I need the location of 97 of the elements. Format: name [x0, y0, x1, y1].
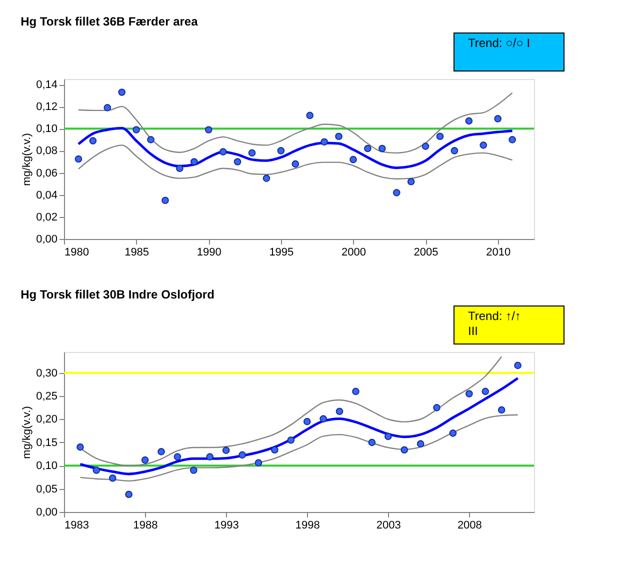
point: [494, 115, 502, 122]
point: [368, 438, 376, 446]
y-tick-label: 0,15: [36, 436, 58, 449]
y-tick-label: 0,10: [36, 460, 58, 472]
y-tick-label: 0,04: [36, 189, 58, 202]
text: Trend: ○/○ I: [468, 36, 530, 50]
point: [422, 142, 430, 150]
chart-title: Hg Torsk fillet 36B Færder area: [20, 14, 198, 28]
point: [108, 474, 116, 482]
x-tick-label: 1983: [64, 520, 89, 532]
point: [174, 453, 182, 460]
y-tick-label: 0,20: [36, 414, 58, 426]
point: [384, 432, 392, 440]
x-tick-label: 1998: [295, 520, 320, 532]
point: [449, 430, 457, 437]
point: [206, 453, 214, 460]
y-tick-label: 0,10: [36, 123, 58, 136]
y-tick-label: 0,00: [36, 234, 58, 246]
chart-title: Hg Torsk fillet 30B Indre Oslofjord: [20, 288, 214, 302]
line-series: [80, 414, 518, 482]
point: [76, 443, 84, 451]
point: [436, 132, 444, 140]
point: [118, 88, 126, 96]
point: [352, 388, 360, 396]
y-tick-label: 0,06: [36, 167, 58, 180]
x-tick-label: 2003: [376, 520, 401, 532]
point: [320, 415, 327, 422]
point: [350, 156, 357, 164]
y-tick-label: 0,12: [36, 101, 58, 114]
y-tick-label: 0,00: [36, 506, 58, 518]
x-tick-label: 2008: [457, 520, 482, 532]
point: [190, 158, 198, 166]
point: [335, 132, 342, 140]
x-tick-label: 1988: [133, 520, 158, 532]
point: [162, 196, 169, 204]
point: [248, 149, 256, 157]
point: [204, 126, 212, 134]
point: [222, 446, 230, 454]
point: [219, 148, 227, 156]
line-series: [78, 92, 513, 154]
text: III: [468, 324, 478, 338]
point: [104, 104, 112, 112]
point: [158, 448, 165, 456]
point: [498, 406, 506, 414]
y-tick-label: 0,08: [36, 145, 58, 158]
point: [336, 408, 344, 416]
x-tick-label: 1993: [214, 520, 239, 532]
x-tick-label: 1980: [64, 246, 89, 258]
point: [466, 390, 473, 398]
x-tick-label: 2000: [341, 246, 366, 258]
point: [89, 137, 97, 144]
text: Trend: ↑/↑: [468, 309, 521, 323]
point: [271, 446, 278, 454]
point: [287, 436, 295, 444]
point: [176, 164, 184, 172]
point: [92, 466, 100, 474]
x-tick-label: 1995: [269, 246, 294, 258]
y-axis-title: mg/kg(v.v.): [21, 406, 34, 459]
point: [514, 362, 522, 370]
point: [450, 147, 458, 154]
y-tick-label: 0,02: [36, 211, 58, 224]
point: [416, 440, 424, 448]
point: [254, 459, 262, 466]
y-tick-label: 0,25: [36, 390, 58, 403]
point: [132, 126, 140, 134]
line-series: [78, 376, 520, 476]
point: [400, 446, 408, 454]
point: [141, 456, 149, 464]
x-tick-label: 2010: [486, 246, 511, 258]
x-tick-label: 1990: [196, 246, 222, 258]
point: [292, 160, 300, 168]
point: [407, 178, 415, 186]
point: [277, 147, 285, 154]
point: [147, 136, 154, 144]
point: [392, 189, 400, 196]
point: [234, 158, 242, 166]
point: [238, 451, 246, 459]
point: [125, 490, 132, 498]
point: [190, 466, 198, 474]
y-axis-title: mg/kg(v.v.): [21, 133, 34, 186]
point: [320, 138, 328, 146]
point: [364, 144, 372, 152]
point: [508, 136, 516, 144]
point: [480, 142, 488, 149]
x-tick-label: 1985: [124, 246, 150, 258]
y-tick-label: 0,30: [36, 367, 58, 380]
point: [303, 418, 311, 426]
y-tick-label: 0,05: [36, 483, 58, 496]
y-tick-label: 0,14: [36, 79, 58, 92]
point: [482, 388, 490, 396]
point: [262, 174, 270, 182]
point: [465, 117, 473, 125]
point: [378, 144, 386, 152]
point: [74, 155, 82, 163]
point: [306, 112, 314, 120]
point: [433, 404, 440, 412]
x-tick-label: 2005: [414, 246, 438, 258]
